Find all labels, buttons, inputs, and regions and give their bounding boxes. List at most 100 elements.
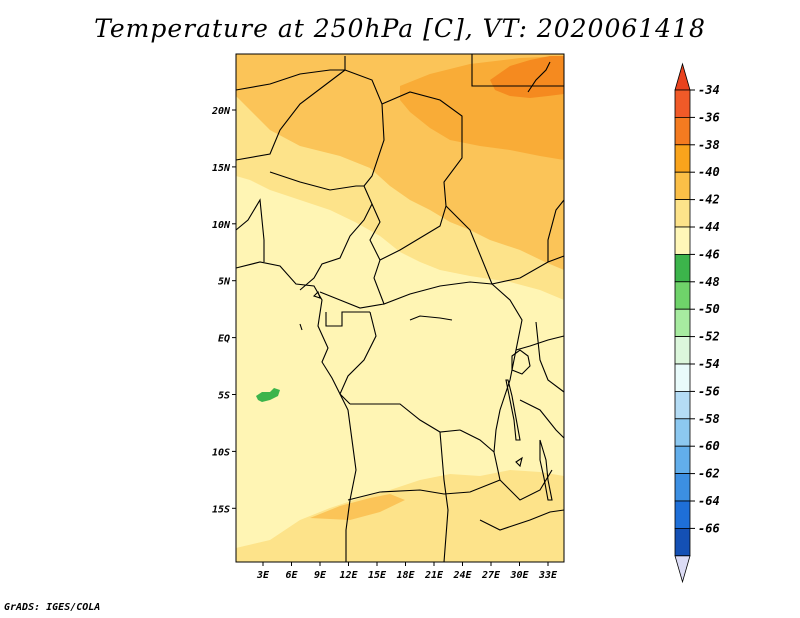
border-gabon-congo [325,311,370,327]
colorbar-segment [674,418,691,447]
colorbar-label: -54 [698,357,720,371]
latitude-axis: 20N 15N 10N 5N EQ 5S 10S 15S [211,106,236,515]
lon-label: 6E [285,570,298,581]
colorbar-label: -50 [698,302,720,316]
colorbar-segment [674,281,691,310]
coast-islands-1 [312,290,321,299]
border-west-1 [235,69,346,161]
lon-label: 24E [452,570,472,581]
colorbar-segment [674,199,691,228]
colorbar-segment [674,144,691,173]
lon-label: 15E [368,570,387,581]
colorbar-label: -34 [698,83,720,97]
colorbar-segment [674,473,691,502]
lon-label: 9E [314,570,327,581]
colorbar-label: -42 [698,193,720,207]
colorbar-bottom-triangle [674,555,691,584]
lon-label: 3E [256,570,270,581]
border-drc-east [491,283,523,453]
border-tanzania [519,399,565,439]
border-chad-car [369,203,447,261]
colorbar-segment [674,336,691,365]
colorbar-segment [674,226,691,255]
border-southeast [479,509,565,531]
colorbar-segment [674,363,691,392]
lon-label: 21E [424,570,444,581]
lake-victoria [511,349,531,375]
grads-credit: GrADS: IGES/COLA [4,602,101,613]
field-warm-band-south [236,470,564,562]
colorbar-segment [674,89,691,118]
lon-label: 18E [396,570,415,581]
map-plot-area [235,53,565,563]
border-egypt-w [471,54,564,87]
border-cameroon-gabon [319,291,385,309]
border-north-2 [344,69,385,187]
longitude-axis: 3E 6E 9E 12E 15E 18E 21E 24E 27E 30E 33E [256,562,558,581]
lake-kariba [515,456,523,468]
lat-label: 20N [211,106,231,117]
colorbar-top-triangle [674,62,691,91]
lon-label: 30E [509,570,529,581]
lat-label: 15S [212,504,230,515]
lat-label: 15N [212,163,231,174]
border-angola-north [350,403,461,433]
border-libya-sudan [381,91,463,207]
colorbar-label: -58 [698,412,720,426]
border-benin [235,198,265,262]
border-sudan-ssudan [445,205,565,285]
lat-label: 10N [212,220,231,231]
lat-label: 10S [212,447,230,458]
cold-spot [256,388,280,402]
colorbar-segment [674,445,691,475]
colorbar-segment [674,390,691,420]
colorbar-label: -66 [698,521,720,535]
chart-title: Temperature at 250hPa [C], VT: 202006141… [94,14,706,43]
border-east-lakes [515,335,565,351]
lat-label: EQ [218,334,230,345]
colorbar-label: -56 [698,384,720,398]
lake-malawi [539,439,553,501]
colorbar-label: -46 [698,247,720,261]
colorbar-label: -40 [698,165,720,179]
colorbar: -34 -36 -38 -40 -42 -44 -46 -48 -50 -52 -54 -56 -58 -… [674,62,720,584]
lake-tanganyika [505,379,521,441]
border-car-south [373,259,493,305]
border-nigeria-cameroon [299,185,373,291]
border-angola-east [439,431,449,563]
colorbar-label: -62 [698,467,720,481]
colorbar-label: -64 [698,494,720,508]
colorbar-label: -38 [698,138,720,152]
border-north-1 [235,56,346,91]
border-ethiopia [547,199,565,262]
border-niger-nigeria [269,171,364,191]
colorbar-label: -52 [698,330,720,344]
colorbar-label: -48 [698,275,720,289]
field-warm-band-southwest [310,494,405,520]
river-congo [409,315,453,321]
border-namibia [347,479,501,501]
map-frame [235,53,565,563]
colorbar-segment [674,117,691,146]
coast-west-africa [235,261,357,562]
border-kenya [535,321,565,393]
border-congo-drc [339,311,377,405]
lon-label: 27E [481,570,501,581]
lon-label: 12E [339,570,358,581]
lon-label: 33E [538,570,558,581]
field-warm-band-4 [490,56,564,98]
colorbar-label: -60 [698,439,720,453]
colorbar-segment [674,171,691,200]
colorbar-segment [674,528,691,557]
lat-label: 5S [218,391,230,402]
coast-islands-2 [299,323,303,331]
colorbar-segment [674,500,691,529]
lat-label: 5N [218,277,231,288]
colorbar-segment [674,253,691,283]
colorbar-label: -36 [698,110,720,124]
colorbar-label: -44 [698,220,720,234]
colorbar-segment [674,308,691,338]
border-red-sea [527,61,551,93]
country-borders [235,54,565,563]
